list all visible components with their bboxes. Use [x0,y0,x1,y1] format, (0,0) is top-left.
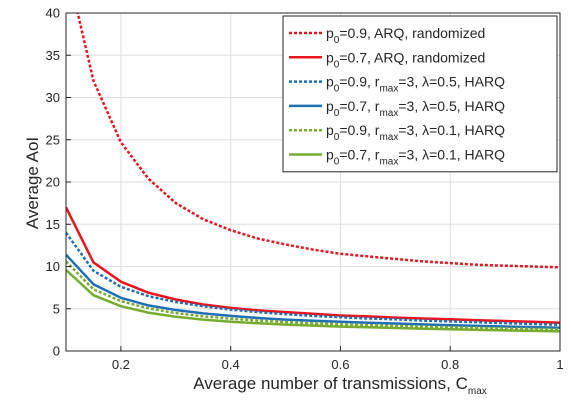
series-line-1 [76,13,560,269]
legend-text-part: p [326,122,334,138]
legend-label: p0=0.7, rmax=3, λ=0.1, HARQ [326,147,505,168]
legend-text-part: =3, λ=0.5, HARQ [398,74,505,90]
legend-label: p0=0.9, ARQ, randomized [326,25,485,46]
x-tick-label: 0.2 [112,357,130,372]
y-tick-label: 25 [46,132,60,147]
legend-text-part: =0.7, r [339,147,379,163]
legend-label: p0=0.7, rmax=3, λ=0.5, HARQ [326,98,505,119]
legend-label: p0=0.9, rmax=3, λ=0.5, HARQ [326,74,505,95]
legend-subscript: 0 [334,35,340,46]
legend-subscript: max [379,84,398,95]
series-line-6 [66,268,560,333]
series-line-4 [66,253,560,330]
series-line-5 [66,260,560,331]
legend-subscript: 0 [334,59,340,70]
x-axis-label-main: Average number of transmissions, C [193,374,468,393]
y-tick-label: 30 [46,90,60,105]
x-tick-label: 0.8 [441,357,459,372]
y-tick-label: 15 [46,217,60,232]
x-tick-label: 1 [556,357,563,372]
legend-text-part: =0.9, r [339,122,379,138]
series-lines [66,13,560,333]
legend-text-part: =3, λ=0.5, HARQ [398,98,505,114]
legend-subscript: max [379,132,398,143]
x-tick-label: 0.4 [222,357,240,372]
legend-text-part: p [326,49,334,65]
legend-subscript: max [379,157,398,168]
series-line-3 [66,231,560,327]
legend-subscript: 0 [334,132,340,143]
y-tick-label: 0 [53,344,60,359]
x-axis-label-subscript: max [468,386,487,397]
series-line-2 [66,206,560,324]
y-tick-label: 10 [46,259,60,274]
legend-subscript: 0 [334,157,340,168]
x-tick-label: 0.6 [331,357,349,372]
legend-label: p0=0.7, ARQ, randomized [326,49,485,70]
legend-text-part: p [326,74,334,90]
legend-subscript: max [379,108,398,119]
legend-text-part: p [326,25,334,41]
legend-text-part: p [326,98,334,114]
legend-label: p0=0.9, rmax=3, λ=0.1, HARQ [326,122,505,143]
plot-frame [65,12,561,352]
legend-text-part: =0.9, ARQ, randomized [339,25,485,41]
y-tick-label: 35 [46,48,60,63]
legend-box [282,15,558,173]
legend-text-part: =0.7, r [339,98,379,114]
x-axis-label: Average number of transmissions, Cmax [193,374,487,397]
y-tick-label: 40 [46,6,60,21]
legend-text-part: =0.7, ARQ, randomized [339,49,485,65]
legend-subscript: 0 [334,108,340,119]
y-axis-label: Average AoI [23,137,42,229]
y-tick-label: 5 [53,301,60,316]
legend-text-part: =0.9, r [339,74,379,90]
legend-text-part: =3, λ=0.1, HARQ [398,122,505,138]
legend-text-part: p [326,147,334,163]
y-tick-label: 20 [46,175,60,190]
legend-subscript: 0 [334,84,340,95]
legend-text-part: =3, λ=0.1, HARQ [398,147,505,163]
